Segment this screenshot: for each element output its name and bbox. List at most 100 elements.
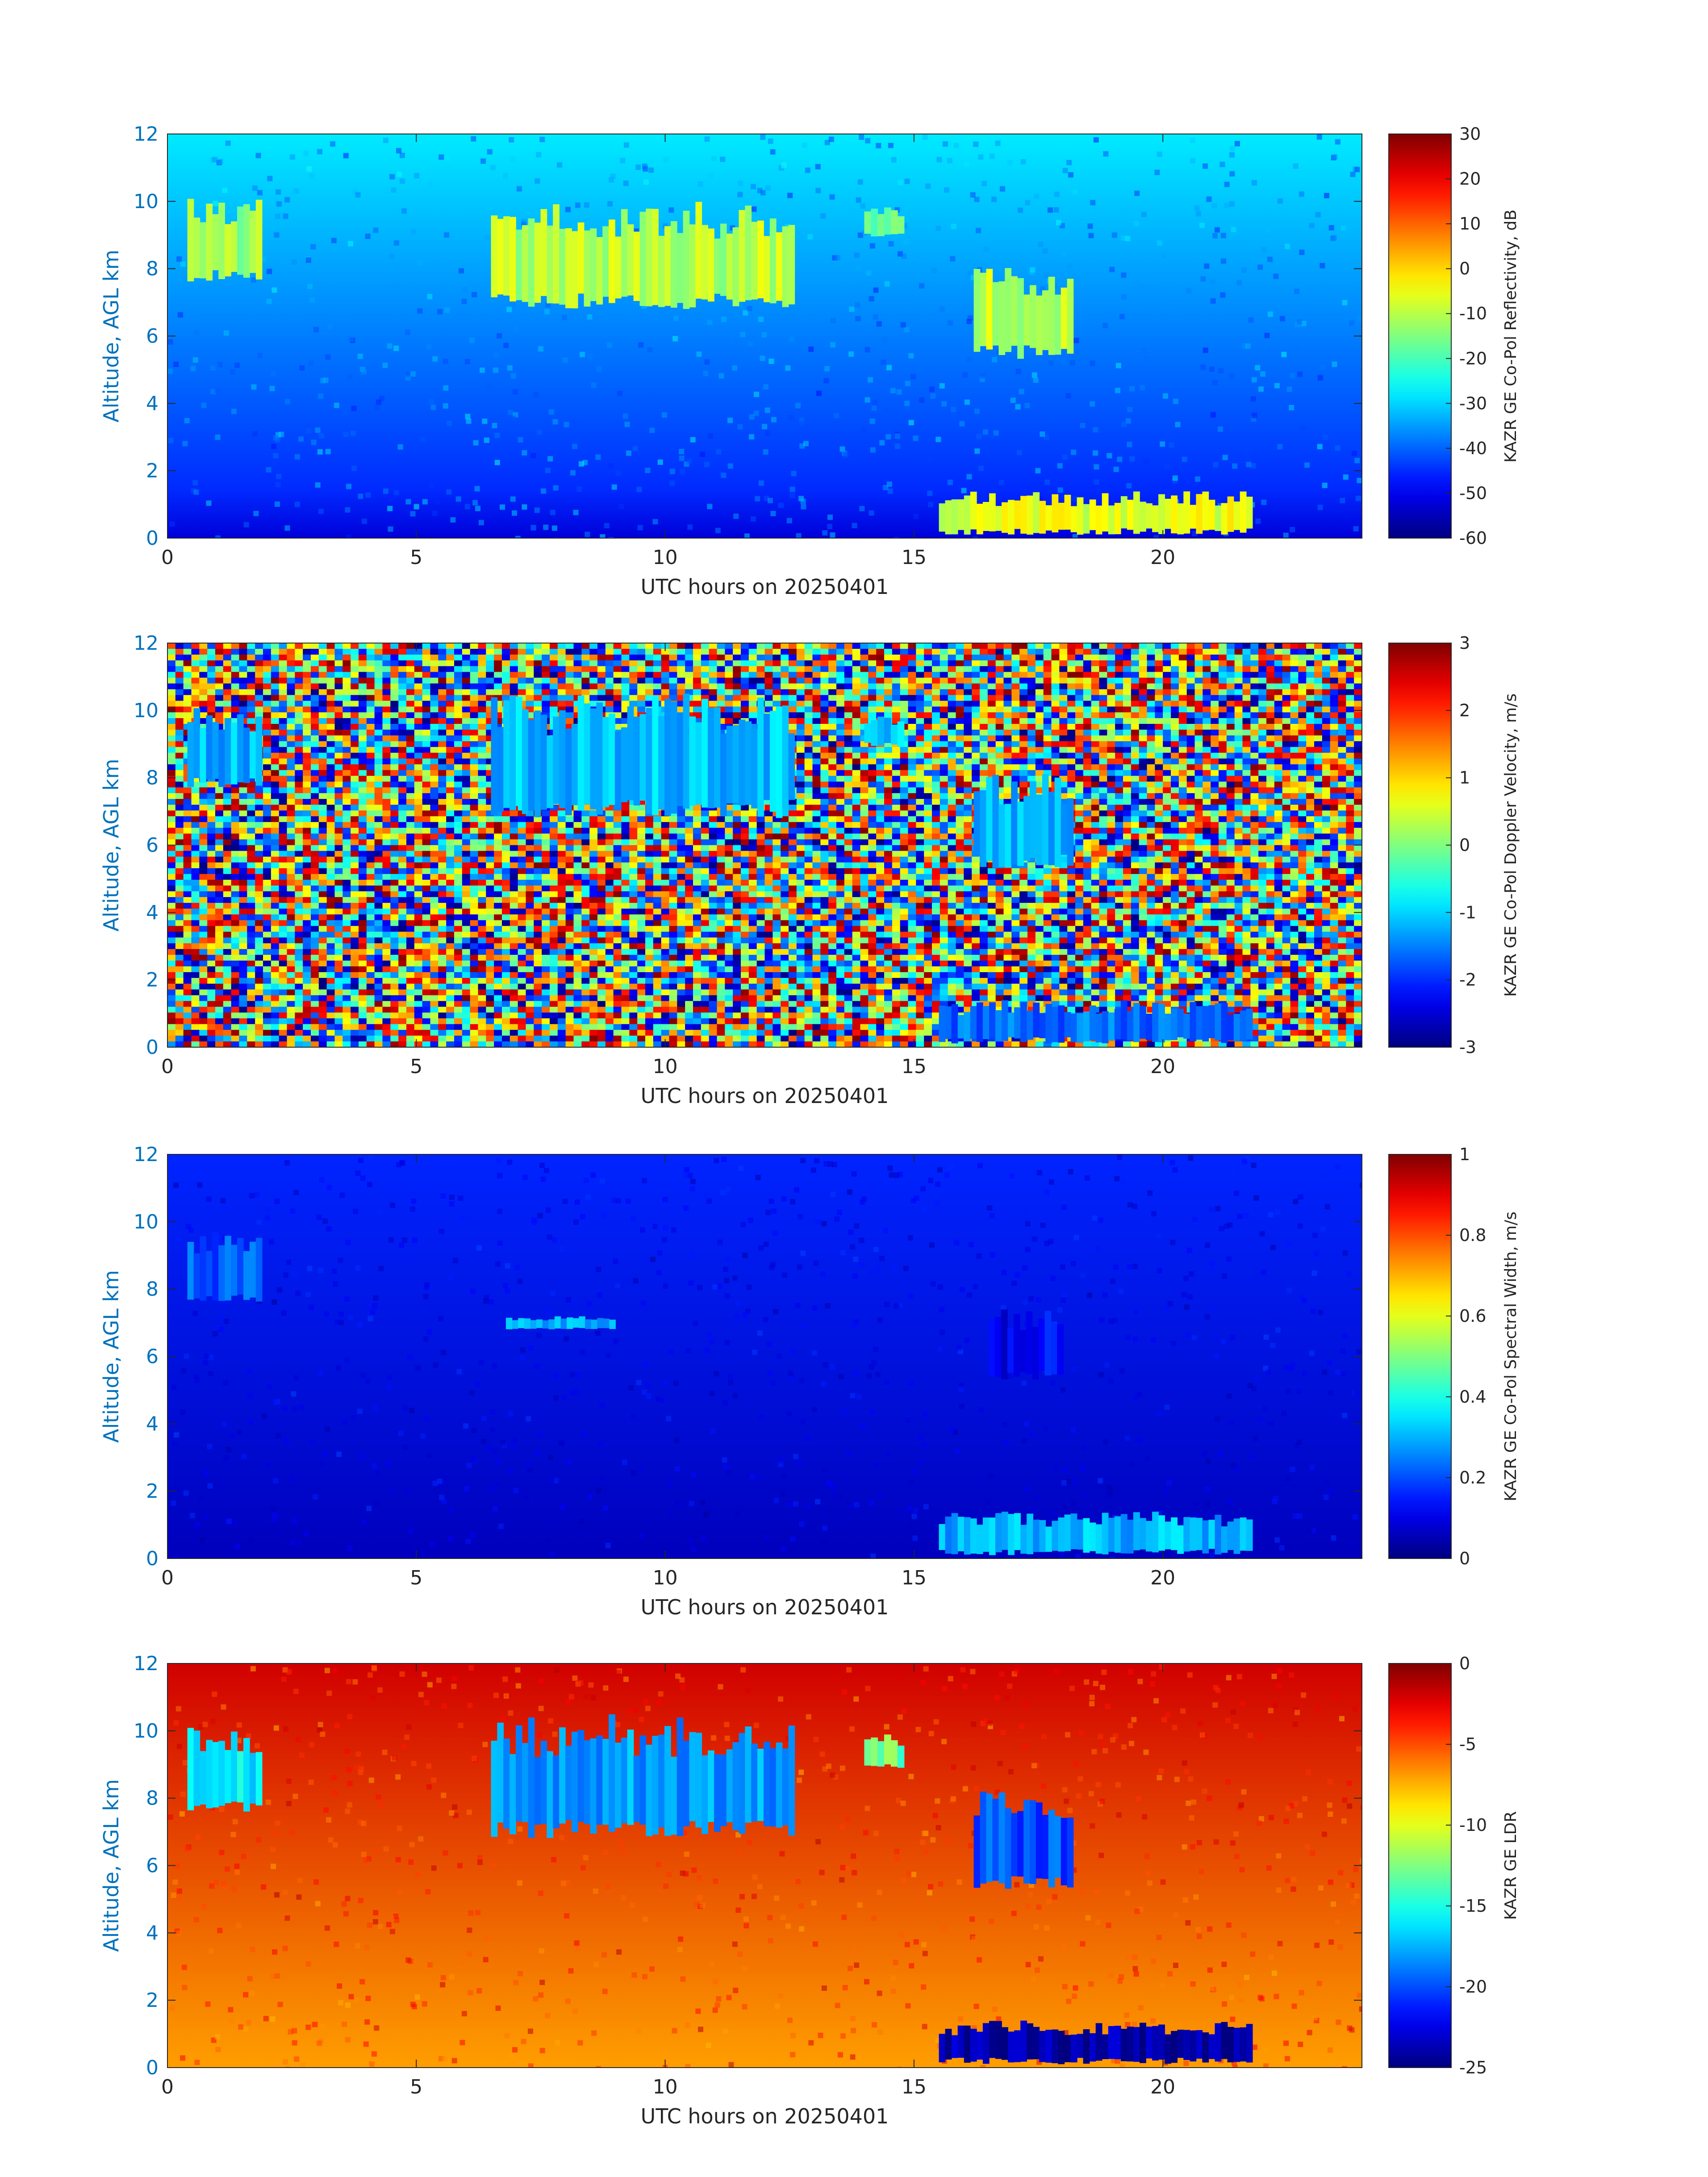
feature-cirrus-b xyxy=(782,226,789,307)
feature-cirrus-b-base xyxy=(585,1319,592,1329)
feature-low-cloud xyxy=(1215,506,1222,531)
feature-cirrus-b xyxy=(571,724,578,805)
feature-low-cloud xyxy=(1077,1519,1084,1550)
feature-low-cloud xyxy=(989,1002,996,1038)
feature-cirrus-a xyxy=(249,210,256,273)
feature-cirrus-b xyxy=(540,715,547,810)
colorbar-tick-label: -3 xyxy=(1459,1037,1476,1057)
feature-low-cloud xyxy=(1140,1006,1146,1039)
feature-cirrus-d xyxy=(980,790,987,867)
feature-cirrus-d xyxy=(1013,1314,1020,1377)
feature-cirrus-b xyxy=(757,220,764,298)
feature-cirrus-b xyxy=(652,696,659,815)
feature-cirrus-b xyxy=(751,1743,758,1822)
feature-cirrus-b xyxy=(689,224,696,308)
feature-cirrus-a xyxy=(218,1245,225,1301)
feature-cirrus-b xyxy=(621,1738,628,1823)
feature-cirrus-a xyxy=(206,715,213,779)
colorbar-tick-label: 0.2 xyxy=(1459,1468,1486,1488)
feature-cirrus-b xyxy=(503,1738,510,1829)
feature-cirrus-a xyxy=(249,731,256,779)
feature-cirrus-c xyxy=(871,209,878,237)
y-tick-label: 10 xyxy=(134,1211,159,1233)
feature-cirrus-d xyxy=(1042,1815,1049,1879)
feature-cirrus-b xyxy=(565,1746,572,1820)
feature-cirrus-b xyxy=(621,727,628,802)
feature-cirrus-d xyxy=(1017,278,1024,359)
feature-cirrus-b xyxy=(646,1745,653,1836)
feature-cirrus-d xyxy=(973,269,981,352)
feature-cirrus-a xyxy=(243,727,250,783)
feature-low-cloud xyxy=(1008,500,1015,535)
feature-low-cloud xyxy=(1240,2027,1247,2062)
feature-low-cloud xyxy=(1033,1520,1040,1552)
feature-cirrus-b xyxy=(528,1717,535,1838)
feature-low-cloud xyxy=(1033,1003,1040,1038)
colorbar-tick-label: -60 xyxy=(1459,528,1487,548)
feature-cirrus-d xyxy=(1054,777,1061,867)
feature-cirrus-b xyxy=(534,1757,541,1825)
x-tick-label: 20 xyxy=(1150,2076,1175,2098)
feature-low-cloud xyxy=(1070,1013,1077,1042)
feature-low-cloud xyxy=(1202,1006,1209,1042)
colorbar-tick-label: 3 xyxy=(1459,633,1470,653)
feature-low-cloud xyxy=(995,1010,1002,1042)
colorbar-tick-label: -10 xyxy=(1459,1815,1487,1835)
feature-low-cloud xyxy=(1190,505,1197,529)
colorbar xyxy=(1388,1663,1452,2068)
feature-cirrus-b xyxy=(497,219,504,295)
feature-cirrus-b xyxy=(664,226,671,306)
feature-low-cloud xyxy=(1233,2027,1240,2062)
feature-cirrus-d xyxy=(1054,294,1061,355)
colorbar-tick-label: 1 xyxy=(1459,768,1470,788)
feature-cirrus-d xyxy=(1011,276,1018,346)
feature-cirrus-b xyxy=(584,230,591,307)
colorbar-tick-label: -30 xyxy=(1459,393,1487,413)
feature-low-cloud xyxy=(939,1524,946,1550)
y-tick-label: 6 xyxy=(146,1345,159,1368)
feature-low-cloud xyxy=(1152,2026,1159,2061)
y-tick-label: 8 xyxy=(146,767,159,790)
feature-cirrus-d xyxy=(1030,781,1036,858)
feature-cirrus-b xyxy=(689,1732,696,1822)
feature-cirrus-a xyxy=(237,206,244,275)
x-tick-label: 5 xyxy=(410,1055,422,1078)
feature-cirrus-d xyxy=(992,1799,999,1881)
feature-low-cloud xyxy=(989,2021,996,2058)
feature-low-cloud xyxy=(1020,1525,1027,1554)
feature-low-cloud xyxy=(1002,502,1008,533)
feature-cirrus-d xyxy=(980,272,987,347)
feature-cirrus-b xyxy=(559,229,566,305)
colorbar-tick-label: -1 xyxy=(1459,903,1476,922)
feature-cirrus-b xyxy=(540,1741,547,1824)
feature-cirrus-b xyxy=(677,715,684,806)
y-tick-label: 2 xyxy=(146,969,159,991)
feature-cirrus-a xyxy=(206,1740,213,1809)
feature-cirrus-a xyxy=(255,716,263,786)
colorbar-label: KAZR GE LDR xyxy=(1502,1811,1520,1920)
feature-cirrus-c xyxy=(897,216,905,234)
feature-cirrus-b xyxy=(553,1755,560,1829)
feature-low-cloud xyxy=(1102,493,1109,532)
feature-low-cloud xyxy=(1183,2030,1190,2060)
y-tick-label: 8 xyxy=(146,1787,159,1810)
feature-cirrus-b xyxy=(615,236,622,299)
feature-low-cloud xyxy=(1120,1000,1128,1039)
colorbar-tick-label: 0 xyxy=(1459,259,1470,279)
x-tick-label: 5 xyxy=(410,1567,422,1589)
feature-low-cloud xyxy=(1240,491,1247,533)
feature-low-cloud xyxy=(1064,2035,1071,2062)
feature-low-cloud xyxy=(976,504,983,535)
feature-cirrus-d xyxy=(1054,1816,1061,1878)
feature-cirrus-b xyxy=(776,1742,783,1828)
feature-low-cloud xyxy=(939,503,946,532)
y-tick-label: 4 xyxy=(146,392,159,415)
feature-low-cloud xyxy=(1133,1003,1140,1042)
feature-cirrus-a xyxy=(187,722,194,787)
feature-cirrus-b xyxy=(497,727,504,812)
feature-low-cloud xyxy=(1014,500,1021,529)
feature-low-cloud xyxy=(1083,504,1090,534)
feature-cirrus-a xyxy=(193,708,200,778)
feature-cirrus-b-base xyxy=(548,1319,555,1329)
feature-cirrus-b xyxy=(769,1748,777,1827)
